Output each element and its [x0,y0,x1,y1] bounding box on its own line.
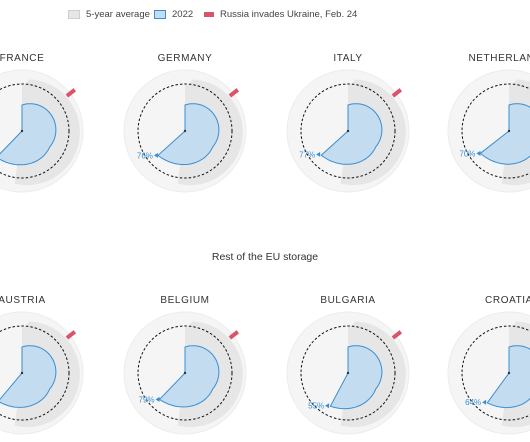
country-label-croatia: CROATIA [485,295,530,306]
center-dot [507,129,511,133]
capacity-ring [0,325,70,421]
country-label-belgium: BELGIUM [160,295,209,306]
center-dot [20,129,24,133]
invasion-marker [228,330,240,340]
country-label-bulgaria: BULGARIA [320,295,375,306]
capacity-ring [461,83,530,179]
current-pct-label: 64% [465,398,481,407]
country-label-germany: GERMANY [158,53,213,64]
invasion-marker [391,88,403,98]
current-pointer [476,150,481,156]
legend-item-2022: 2022 [154,9,193,20]
current-pct-label: 76% [137,151,153,160]
country-label-austria: AUSTRIA [0,295,46,306]
center-dot [346,371,350,375]
area-2022 [0,345,57,408]
capacity-ring [137,83,233,179]
capacity-ring [300,83,396,179]
legend-swatch-war [204,12,214,17]
legend: 5-year average 2022 Russia invades Ukrai… [0,9,530,25]
center-dot [507,371,511,375]
country-panel-bulgaria: BULGARIA 55% [286,295,410,435]
invasion-marker [228,88,240,98]
capacity-ring [461,325,530,421]
legend-label-avg: 5-year average [86,9,150,20]
legend-label-2022: 2022 [172,9,194,20]
country-panel-belgium: BELGIUM 79% [123,295,247,435]
invasion-marker [65,330,77,340]
current-pointer [482,399,487,405]
area-2022 [158,345,220,408]
area-2022 [479,103,530,165]
country-panel-germany: GERMANY 76% [123,53,247,193]
current-pointer [155,396,160,402]
country-label-france: FRANCE [0,53,44,64]
area-2022 [320,103,383,165]
center-dot [183,371,187,375]
legend-item-war: Russia invades Ukraine, Feb. 24 [204,9,357,20]
current-pointer [316,151,321,157]
center-dot [346,129,350,133]
current-pointer [325,403,330,409]
center-dot [183,129,187,133]
current-pct-label: 79% [139,395,155,404]
invasion-marker [391,330,403,340]
capacity-ring [0,83,70,179]
area-2022 [157,103,220,165]
legend-swatch-avg [68,10,80,19]
country-panel-croatia: CROATIA 64% [447,295,530,435]
current-pct-label: 77% [299,150,315,159]
capacity-ring [300,325,396,421]
current-pointer [153,152,158,158]
legend-item-avg: 5-year average [68,9,150,20]
invasion-marker [65,88,77,98]
country-panel-italy: ITALY 77% [286,53,410,193]
current-pct-label: 55% [308,402,324,411]
legend-label-war: Russia invades Ukraine, Feb. 24 [220,9,358,20]
current-pct-label: 70% [459,149,475,158]
section-title: Rest of the EU storage [211,251,319,263]
country-panel-austria: AUSTRIA [0,295,84,435]
country-label-italy: ITALY [333,53,362,64]
capacity-ring [137,325,233,421]
area-2022 [486,345,530,409]
legend-swatch-2022 [154,10,166,19]
country-panel-france: FRANCE [0,53,84,193]
country-label-netherlands: NETHERLANDS [468,53,530,64]
country-panel-netherlands: NETHERLANDS 70% [447,53,530,193]
area-2022 [329,345,383,410]
area-2022 [0,103,57,166]
center-dot [20,371,24,375]
